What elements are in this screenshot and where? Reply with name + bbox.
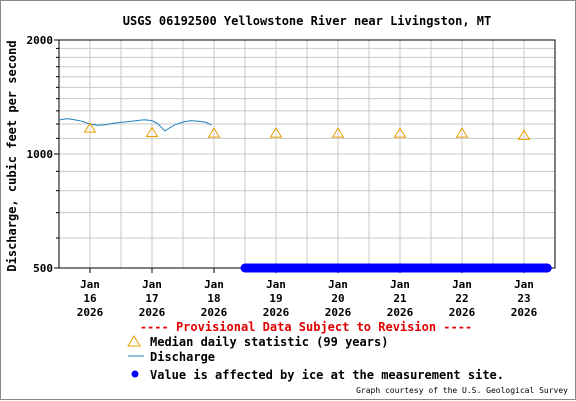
x-tick-label: Jan [514, 278, 534, 291]
x-tick-label: 2026 [511, 306, 538, 319]
x-tick-label: 17 [145, 292, 158, 305]
y-axis-label: Discharge, cubic feet per second [5, 40, 19, 271]
median-point [207, 127, 221, 138]
median-point [145, 126, 159, 137]
legend-item-discharge: Discharge [128, 350, 215, 364]
x-tick-label: 2026 [201, 306, 228, 319]
median-point [517, 129, 531, 140]
median-triangle-icon [127, 335, 141, 347]
x-tick-label: 23 [517, 292, 530, 305]
median-point [393, 127, 407, 138]
x-tick-label: 18 [207, 292, 220, 305]
x-tick-label: 2026 [325, 306, 352, 319]
x-tick-label: Jan [390, 278, 410, 291]
x-tick-label: 2026 [263, 306, 290, 319]
x-tick-label: Jan [266, 278, 286, 291]
y-tick-label: 500 [33, 262, 53, 275]
x-tick-label: Jan [452, 278, 472, 291]
ice-dot-icon [131, 370, 139, 378]
x-tick-label: 2026 [387, 306, 414, 319]
discharge-line [58, 118, 212, 132]
y-tick-label: 2000 [27, 34, 54, 47]
x-tick-label: 21 [393, 292, 407, 305]
median-point [331, 127, 345, 138]
legend-label-discharge: Discharge [150, 350, 215, 364]
legend: Median daily statistic (99 years) Discha… [127, 335, 504, 382]
legend-item-median: Median daily statistic (99 years) [127, 335, 388, 349]
median-point [83, 122, 97, 133]
legend-item-ice: Value is affected by ice at the measurem… [131, 368, 504, 382]
x-tick-label: 2026 [77, 306, 104, 319]
x-tick-label: 2026 [449, 306, 476, 319]
plot-area: 50010002000Jan162026Jan172026Jan182026Ja… [27, 34, 556, 319]
credit-text: Graph courtesy of the U.S. Geological Su… [356, 386, 568, 395]
median-point [269, 127, 283, 138]
x-tick-label: Jan [80, 278, 100, 291]
y-tick-label: 1000 [27, 148, 54, 161]
x-tick-label: 16 [83, 292, 97, 305]
legend-label-median: Median daily statistic (99 years) [150, 335, 388, 349]
x-tick-label: 2026 [139, 306, 166, 319]
x-tick-label: 19 [269, 292, 282, 305]
legend-label-ice: Value is affected by ice at the measurem… [150, 368, 504, 382]
x-tick-label: Jan [204, 278, 224, 291]
provisional-note: ---- Provisional Data Subject to Revisio… [140, 320, 472, 334]
chart-title: USGS 06192500 Yellowstone River near Liv… [123, 14, 491, 28]
x-tick-label: Jan [328, 278, 348, 291]
median-point [455, 127, 469, 138]
x-tick-label: 22 [455, 292, 468, 305]
x-tick-label: 20 [331, 292, 344, 305]
x-tick-label: Jan [142, 278, 162, 291]
